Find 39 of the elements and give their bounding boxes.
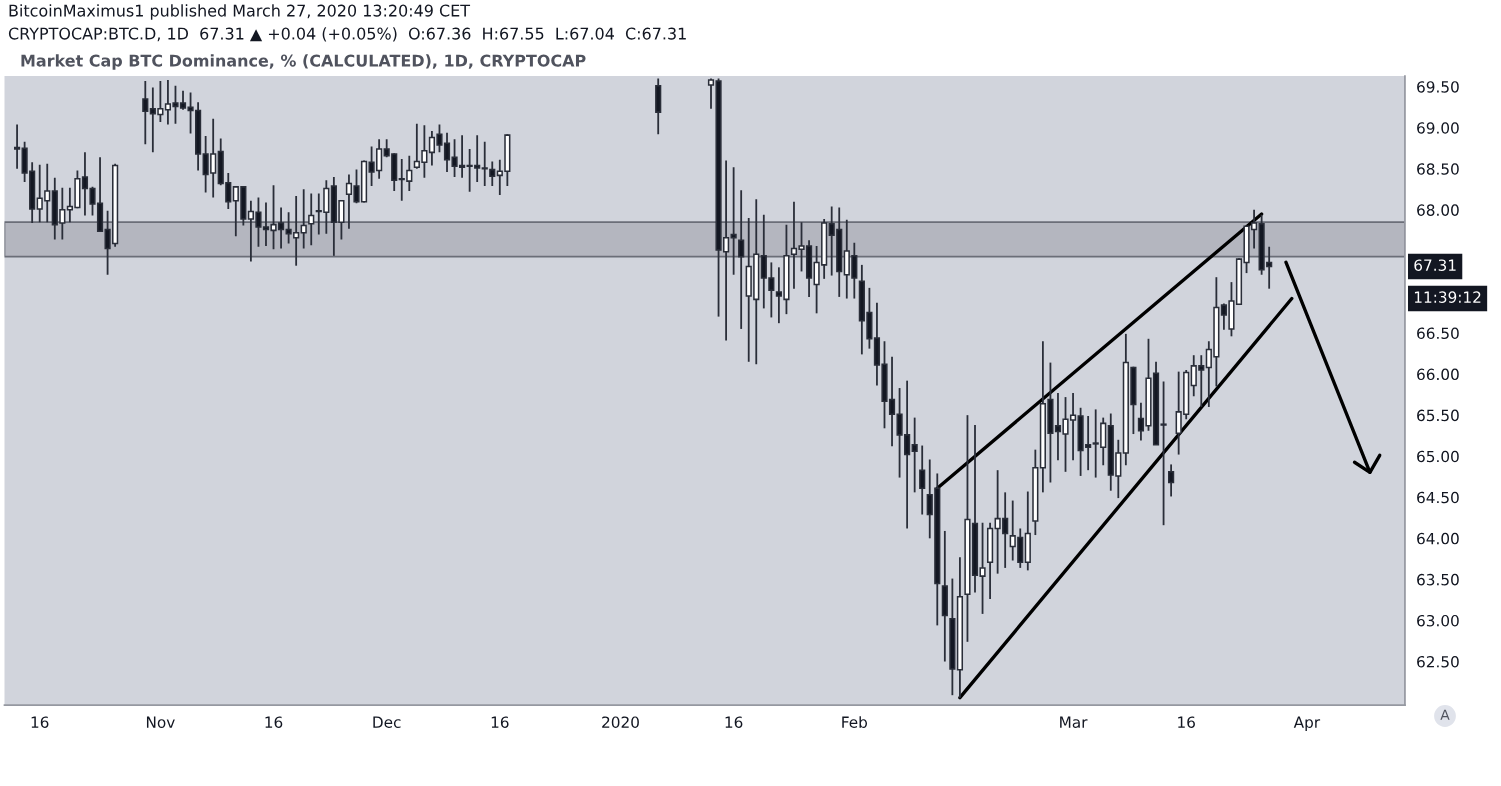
chart-title: Market Cap BTC Dominance, % (CALCULATED), 1D, CRYPTOCAP bbox=[21, 54, 586, 70]
y-tick-label: 63.00 bbox=[1417, 614, 1459, 627]
y-tick-label: 65.50 bbox=[1417, 409, 1459, 422]
x-tick-label: 16 bbox=[265, 716, 283, 728]
text: 11:39:12 bbox=[1414, 291, 1481, 303]
candlestick bbox=[730, 166, 737, 276]
x-tick-label: 16 bbox=[491, 716, 509, 728]
candlestick bbox=[919, 444, 926, 516]
x-tick-label: Mar bbox=[1060, 716, 1088, 728]
candlestick bbox=[300, 188, 307, 250]
y-tick-label: 63.50 bbox=[1417, 573, 1459, 586]
y-tick-label: 68.00 bbox=[1417, 204, 1459, 216]
y-tick-label: 62.50 bbox=[1417, 655, 1459, 668]
y-tick-label: 68.50 bbox=[1417, 163, 1459, 175]
y-tick-label: 69.50 bbox=[1417, 81, 1459, 93]
x-tick-label: Apr bbox=[1293, 716, 1321, 731]
candlestick bbox=[738, 189, 745, 330]
y-tick-label: 66.00 bbox=[1417, 368, 1459, 381]
y-tick-label: 65.00 bbox=[1417, 450, 1459, 463]
candlestick bbox=[911, 416, 918, 494]
y-tick-label: 64.00 bbox=[1417, 532, 1459, 545]
text: CRYPTOCAP:BTC.D, 1D 67.31 ▲ +0.04 (+0.05%) O:67.36 H:67.55 L:67.04 C:67.31 bbox=[8, 27, 686, 42]
x-tick-label: Feb bbox=[842, 716, 867, 728]
y-tick-label: 69.00 bbox=[1417, 122, 1459, 134]
y-tick-label: 66.50 bbox=[1417, 327, 1459, 340]
y-tick-label: 64.50 bbox=[1417, 491, 1459, 504]
x-tick-label: 16 bbox=[31, 716, 49, 728]
text: BitcoinMaximus1 published March 27, 2020 13:20:49 CET bbox=[9, 4, 471, 20]
candlestick bbox=[13, 123, 21, 170]
x-tick-label: 16 bbox=[1178, 716, 1195, 728]
candlestick bbox=[142, 80, 149, 146]
text: 67.31 bbox=[1414, 259, 1456, 271]
x-tick-label: Dec bbox=[373, 716, 401, 728]
x-tick-label: 2020 bbox=[602, 716, 639, 728]
candlestick bbox=[1168, 463, 1175, 498]
x-tick-label: 16 bbox=[725, 716, 743, 728]
candlestick bbox=[308, 192, 315, 247]
text: A bbox=[1440, 709, 1450, 720]
x-tick-label: Nov bbox=[146, 716, 175, 728]
